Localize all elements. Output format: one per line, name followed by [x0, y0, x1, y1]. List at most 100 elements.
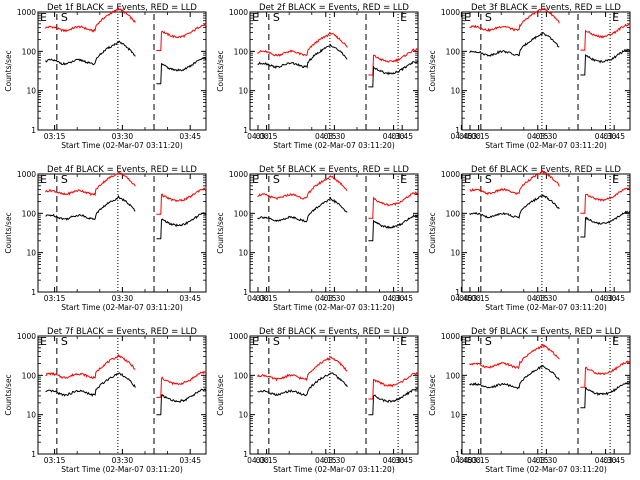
x-tick-label: 03:45 — [179, 456, 201, 465]
plot-frame — [249, 173, 419, 293]
x-tick-label: 03:15 — [468, 132, 490, 141]
y-axis-label: Counts/sec — [216, 50, 225, 91]
x-tick-label: 04:15 — [315, 132, 337, 141]
x-tick-label: 03:30 — [536, 456, 558, 465]
x-tick-label: 04:15 — [527, 294, 549, 303]
x-tick-label: 03:45 — [391, 132, 413, 141]
exit-marker: E — [252, 11, 259, 24]
panel-title: Det 2f BLACK = Events, RED = LLD — [259, 3, 409, 13]
x-tick-label: 04:30 — [595, 132, 617, 141]
x-tick-label: 03:45 — [391, 456, 413, 465]
x-tick-label: 03:15 — [44, 294, 66, 303]
exit-marker: E — [40, 173, 47, 186]
x-axis-label: Start Time (02-Mar-07 03:11:20) — [61, 465, 183, 474]
x-tick-label: 04:00 — [247, 294, 269, 303]
events-series-line — [45, 40, 207, 85]
start-marker: S — [485, 173, 492, 186]
events-series-line — [469, 194, 631, 238]
y-tick-label: 10 — [26, 87, 36, 96]
y-tick-label: 1000 — [229, 332, 248, 341]
lld-series-line — [469, 7, 631, 51]
x-tick-label: 04:00 — [247, 456, 269, 465]
events-series-line — [45, 194, 207, 240]
x-tick-label: 03:45 — [603, 294, 625, 303]
exit-marker: E — [612, 335, 619, 348]
panel-title: Det 7f BLACK = Events, RED = LLD — [47, 327, 197, 337]
y-tick-label: 10 — [238, 87, 248, 96]
x-tick-label: 04:30 — [383, 294, 405, 303]
events-series-line — [45, 372, 207, 416]
plot-frame — [461, 335, 631, 455]
x-axis-label: Start Time (02-Mar-07 03:11:20) — [273, 465, 395, 474]
exit-marker: E — [400, 173, 407, 186]
events-series-line — [257, 43, 419, 88]
y-tick-label: 1 — [455, 126, 460, 135]
x-tick-label: 03:45 — [179, 132, 201, 141]
lld-series-line — [45, 354, 207, 398]
y-axis-label: Counts/sec — [428, 50, 437, 91]
y-tick-label: 1000 — [441, 8, 460, 17]
x-tick-label: 03:30 — [536, 132, 558, 141]
x-tick-label: 03:15 — [256, 294, 278, 303]
exit-marker: E — [400, 335, 407, 348]
x-tick-label: 03:15 — [468, 294, 490, 303]
x-tick-label: 03:30 — [324, 294, 346, 303]
lld-series-line — [257, 175, 419, 219]
y-tick-label: 1 — [243, 450, 248, 459]
y-tick-label: 100 — [22, 371, 37, 380]
x-tick-label: 04:00 — [459, 132, 481, 141]
start-marker: S — [273, 335, 280, 348]
y-axis-label: Counts/sec — [4, 212, 13, 253]
y-tick-label: 10 — [26, 249, 36, 258]
start-marker: S — [61, 335, 68, 348]
y-tick-label: 100 — [234, 371, 249, 380]
x-tick-label: 03:30 — [112, 294, 134, 303]
y-axis-label: Counts/sec — [4, 374, 13, 415]
x-tick-label: 03:15 — [44, 456, 66, 465]
y-tick-label: 100 — [446, 371, 461, 380]
y-tick-label: 1000 — [17, 170, 36, 179]
x-axis-label: Start Time (02-Mar-07 03:11:20) — [485, 303, 607, 312]
y-tick-label: 1000 — [229, 170, 248, 179]
panel-title: Det 9f BLACK = Events, RED = LLD — [471, 327, 621, 337]
x-tick-label: 03:15 — [256, 456, 278, 465]
x-tick-label: 03:30 — [324, 456, 346, 465]
x-tick-label: 03:30 — [112, 456, 134, 465]
lld-series-line — [469, 169, 631, 214]
x-tick-label: 03:15 — [256, 132, 278, 141]
y-tick-label: 1000 — [229, 8, 248, 17]
y-tick-label: 1 — [243, 126, 248, 135]
x-tick-label: 03:45 — [391, 294, 413, 303]
x-tick-label: 04:15 — [527, 456, 549, 465]
y-tick-label: 1 — [31, 288, 36, 297]
y-tick-label: 1 — [31, 450, 36, 459]
y-tick-label: 1 — [455, 450, 460, 459]
y-tick-label: 10 — [450, 87, 460, 96]
y-axis-label: Counts/sec — [428, 212, 437, 253]
x-axis-label: Start Time (02-Mar-07 03:11:20) — [61, 141, 183, 150]
x-tick-label: 03:45 — [603, 132, 625, 141]
x-tick-label: 03:15 — [468, 456, 490, 465]
start-marker: S — [273, 173, 280, 186]
plot-frame — [461, 11, 631, 131]
x-tick-label: 04:15 — [527, 132, 549, 141]
y-tick-label: 1000 — [441, 170, 460, 179]
x-tick-label: 03:45 — [603, 456, 625, 465]
lld-series-line — [45, 6, 207, 51]
y-tick-label: 100 — [446, 209, 461, 218]
lld-series-line — [257, 32, 419, 76]
x-axis-label: Start Time (02-Mar-07 03:11:20) — [61, 303, 183, 312]
y-tick-label: 100 — [446, 47, 461, 56]
lld-series-line — [257, 356, 419, 400]
x-tick-label: 04:00 — [247, 132, 269, 141]
x-tick-label: 04:45 — [451, 132, 473, 141]
y-axis-label: Counts/sec — [4, 50, 13, 91]
x-tick-label: 03:30 — [536, 294, 558, 303]
start-marker: S — [273, 11, 280, 24]
y-tick-label: 10 — [450, 249, 460, 258]
exit-marker: E — [612, 173, 619, 186]
panel-title: Det 4f BLACK = Events, RED = LLD — [47, 165, 197, 175]
x-tick-label: 03:30 — [324, 132, 346, 141]
start-marker: S — [485, 335, 492, 348]
